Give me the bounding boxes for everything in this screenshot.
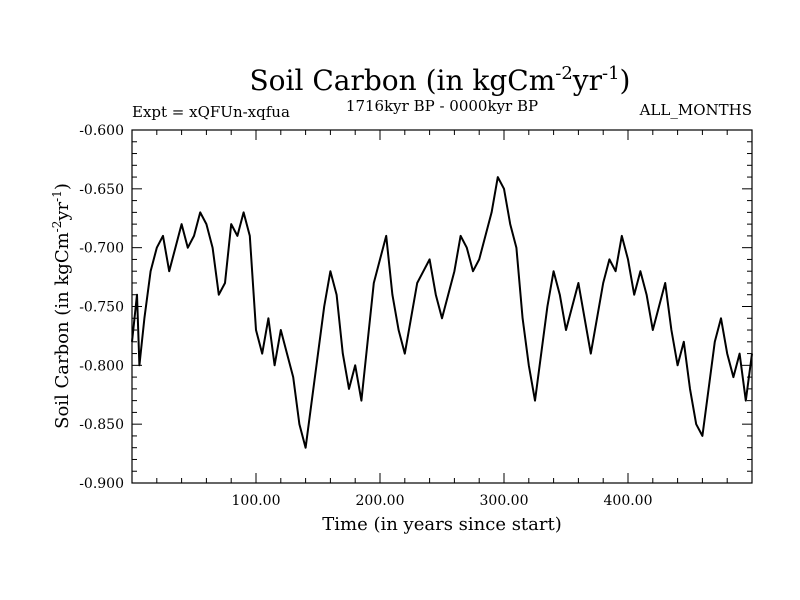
x-tick-label: 400.00 bbox=[604, 493, 653, 509]
chart-title: Soil Carbon (in kgCm-2yr-1) bbox=[250, 63, 631, 97]
y-tick-label: -0.700 bbox=[79, 241, 124, 257]
series-line bbox=[131, 176, 753, 449]
x-tick-label: 300.00 bbox=[480, 493, 529, 509]
x-axis-label: Time (in years since start) bbox=[322, 514, 562, 535]
y-axis-label: Soil Carbon (in kgCm-2yr-1) bbox=[50, 183, 73, 429]
subtitle-months: ALL_MONTHS bbox=[639, 101, 752, 119]
y-tick-label: -0.650 bbox=[79, 182, 124, 198]
x-tick-label: 200.00 bbox=[356, 493, 405, 509]
y-tick-label: -0.900 bbox=[79, 476, 124, 492]
y-tick-label: -0.750 bbox=[79, 300, 124, 316]
y-tick-label: -0.800 bbox=[79, 358, 124, 374]
y-tick-label: -0.850 bbox=[79, 417, 124, 433]
y-tick-label: -0.600 bbox=[79, 123, 124, 139]
subtitle-experiment: Expt = xQFUn-xqfua bbox=[132, 103, 290, 121]
axis-ticks: 100.00 200.00 300.00 400.00 -0.600 -0.650 -0.7… bbox=[79, 123, 752, 509]
plot-frame bbox=[131, 129, 753, 484]
subtitle-time-range: 1716kyr BP - 0000kyr BP bbox=[346, 97, 538, 115]
x-tick-label: 100.00 bbox=[232, 493, 281, 509]
